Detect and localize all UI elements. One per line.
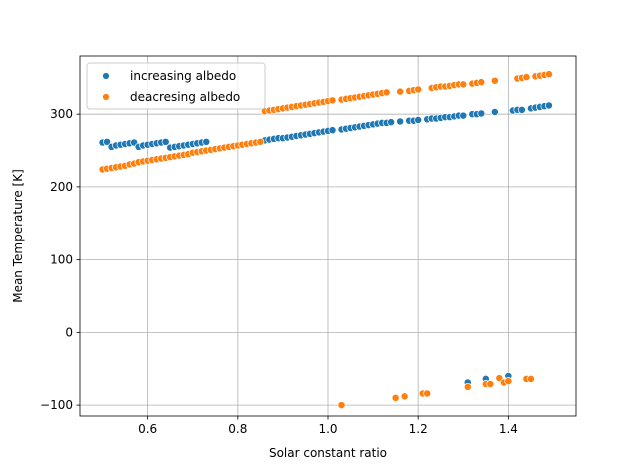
data-points: [98, 70, 553, 410]
data-point: [382, 88, 391, 97]
data-point: [337, 401, 346, 410]
series-decreasing-albedo: [98, 70, 553, 410]
data-point: [463, 382, 472, 391]
data-point: [486, 380, 495, 388]
legend: increasing albedo deacresing albedo: [86, 62, 266, 110]
data-point: [391, 393, 400, 402]
x-tick-label: 1.2: [409, 422, 428, 436]
data-point: [202, 137, 211, 146]
data-point: [504, 377, 513, 386]
legend-marker-increasing-albedo: [102, 72, 110, 80]
data-point: [103, 137, 112, 146]
data-point: [459, 80, 468, 89]
legend-label-decreasing-albedo: deacresing albedo: [130, 90, 240, 104]
data-point: [526, 374, 535, 383]
data-point: [544, 70, 553, 79]
data-point: [544, 101, 553, 110]
x-tick-label: 0.6: [138, 422, 157, 436]
x-axis-label: Solar constant ratio: [269, 446, 387, 460]
data-point: [328, 96, 337, 105]
y-axis-label: Mean Temperature [K]: [11, 169, 25, 303]
y-tick-label: 0: [65, 325, 73, 339]
x-tick-label: 0.8: [228, 422, 247, 436]
data-point: [517, 105, 526, 114]
legend-box: [86, 62, 266, 110]
legend-label-increasing-albedo: increasing albedo: [130, 69, 236, 83]
data-point: [396, 87, 405, 96]
data-point: [423, 389, 432, 398]
data-point: [161, 137, 170, 146]
data-point: [328, 126, 337, 135]
x-tick-label: 1.0: [318, 422, 337, 436]
y-tick-label: 100: [50, 253, 73, 267]
data-point: [396, 117, 405, 126]
data-point: [477, 109, 486, 118]
data-point: [387, 118, 396, 127]
x-tick-label: 1.4: [499, 422, 518, 436]
y-tick-label: −100: [40, 398, 73, 412]
y-tick-label: 300: [50, 107, 73, 121]
data-point: [400, 392, 409, 401]
data-point: [459, 111, 468, 120]
axis-ticks: 0.6 0.8 1.0 1.2 1.4 −100 0 100 200 300: [40, 107, 518, 436]
series-increasing-albedo: [98, 101, 553, 387]
data-point: [414, 85, 423, 94]
legend-marker-decreasing-albedo: [102, 93, 110, 101]
data-point: [256, 137, 265, 146]
y-tick-label: 200: [50, 180, 73, 194]
data-point: [477, 78, 486, 87]
data-point: [490, 108, 499, 116]
data-point: [522, 73, 531, 82]
data-point: [490, 76, 499, 85]
data-point: [414, 116, 423, 124]
